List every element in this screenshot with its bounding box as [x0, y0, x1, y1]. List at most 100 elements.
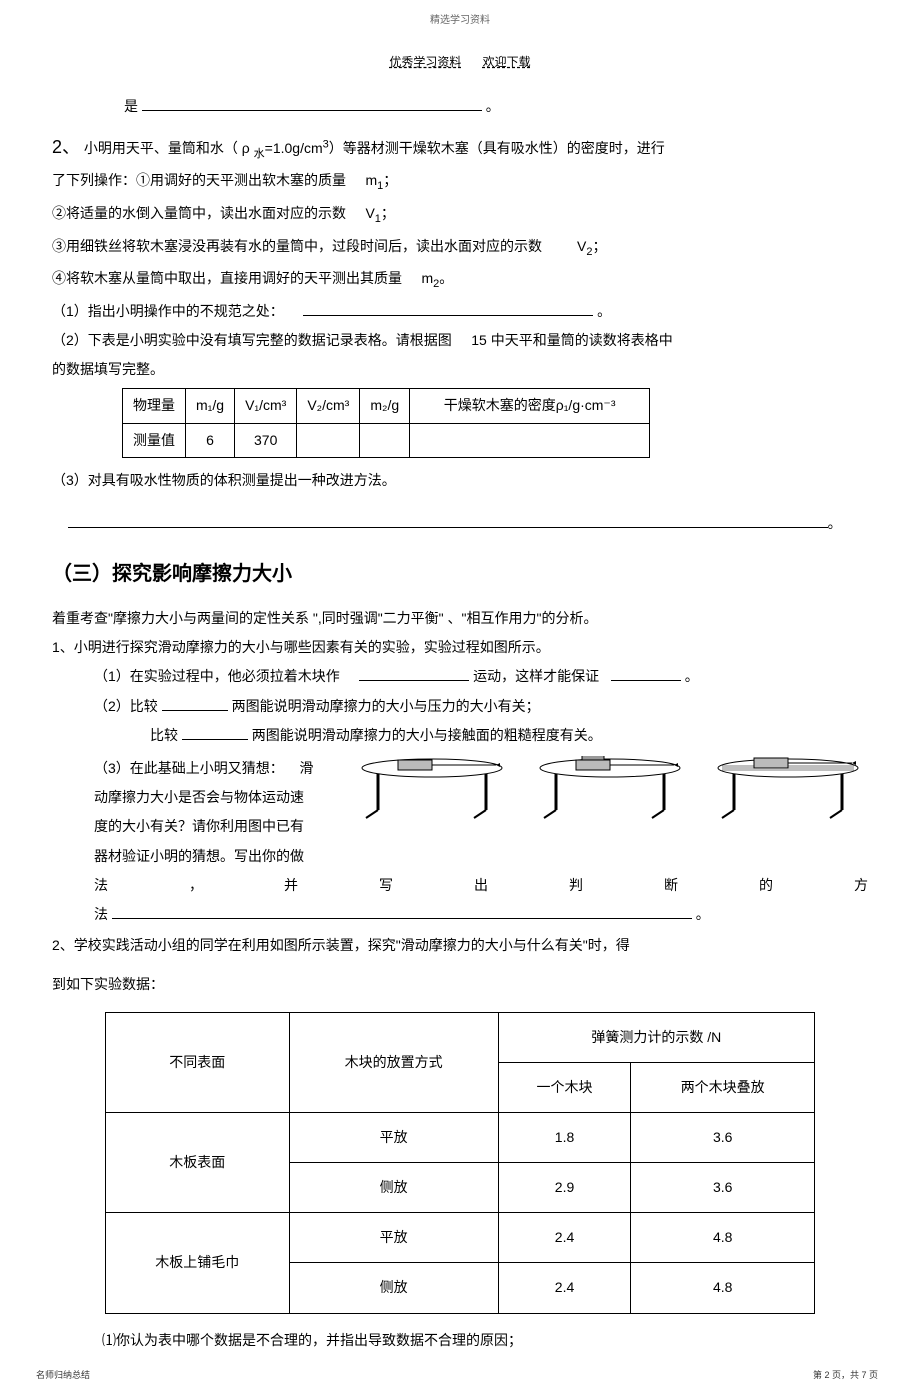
q2-part2a: （2）下表是小明实验中没有填写完整的数据记录表格。请根据图 15 中天平和量筒的… — [52, 328, 868, 353]
table-row: 木板表面 平放 1.8 3.6 — [106, 1112, 815, 1162]
th-two-blocks: 两个木块叠放 — [631, 1062, 815, 1112]
q3-2-sub1: ⑴你认为表中哪个数据是不合理的，并指出导致数据不合理的原因； — [52, 1328, 868, 1353]
blank-line — [303, 300, 593, 315]
table-row: 木板上铺毛巾 平放 2.4 4.8 — [106, 1213, 815, 1263]
doc-subheader-left: 优秀学习资料 — [389, 55, 461, 69]
q2-l1a: 小明用天平、量筒和水（ — [84, 140, 238, 156]
q3-1-p3b: 滑 — [299, 760, 313, 776]
q2-line3: ②将适量的水倒入量筒中，读出水面对应的示数 V1； — [52, 201, 868, 230]
blank-line — [142, 95, 482, 110]
td-r3d: 4.8 — [631, 1213, 815, 1263]
sp-6: 断 — [664, 873, 678, 898]
q2-l3a: ②将适量的水倒入量筒中，读出水面对应的示数 — [52, 205, 346, 221]
table-row: 物理量 m₁/g V₁/cm³ V₂/cm³ m₂/g 干燥软木塞的密度ρ₁/g… — [123, 389, 650, 423]
sp-7: 的 — [759, 873, 773, 898]
td-r1c: 1.8 — [498, 1112, 631, 1162]
blank-line — [162, 695, 228, 710]
th-5: 干燥软木塞的密度ρ₁/g·cm⁻³ — [410, 389, 650, 423]
q3-1-p2c: 比较 两图能说明滑动摩擦力的大小与接触面的粗糙程度有关。 — [52, 723, 868, 748]
th-placement: 木块的放置方式 — [289, 1012, 498, 1112]
q3-1-p2d: 两图能说明滑动摩擦力的大小与接触面的粗糙程度有关。 — [252, 727, 602, 743]
q3-1-p3-l4: 器材验证小明的猜想。写出你的做 — [94, 844, 868, 869]
q3-1-spread: 法 ， 并 写 出 判 断 的 方 — [52, 873, 868, 898]
td-r1b: 平放 — [289, 1112, 498, 1162]
table-diagram-c — [708, 756, 868, 820]
q3-1-p1: （1）在实验过程中，他必须拉着木块作 运动，这样才能保证 。 — [52, 664, 868, 689]
q2-line1: 2、 小明用天平、量筒和水（ ρ 水=1.0g/cm3）等器材测干燥软木塞（具有… — [52, 131, 868, 165]
q2-l1c: 水 — [254, 148, 265, 160]
q2-l2b: m — [365, 172, 377, 188]
blank-line — [182, 724, 248, 739]
q3-2-l1: 到如下实验数据： — [52, 972, 868, 997]
q3-1-p1c: 。 — [685, 668, 699, 684]
q2-line4: ③用细铁丝将软木塞浸没再装有水的量筒中，过段时间后，读出水面对应的示数 V2； — [52, 234, 868, 263]
q3-1-p1a: （1）在实验过程中，他必须拉着木块作 — [94, 668, 340, 684]
q2-l5b: m — [421, 270, 433, 286]
th-3: V₂/cm³ — [297, 389, 360, 423]
q2-l3d: ； — [381, 205, 395, 221]
q2-line2: 了下列操作：①用调好的天平测出软木塞的质量 m1； — [52, 168, 868, 197]
th-2: V₁/cm³ — [235, 389, 297, 423]
q2-l2d: ； — [383, 172, 397, 188]
q2-l1b: ρ — [242, 140, 254, 156]
td-r1d: 3.6 — [631, 1112, 815, 1162]
doc-subheader-right: 欢迎下载 — [483, 55, 531, 69]
table-diagram-b — [530, 756, 690, 820]
q2-part1: （1）指出小明操作中的不规范之处： 。 — [52, 299, 868, 324]
td-0: 测量值 — [123, 423, 186, 457]
td-r2b: 侧放 — [289, 1163, 498, 1213]
td-r4b: 侧放 — [289, 1263, 498, 1313]
q2-l4b: V — [577, 238, 586, 254]
q2-l1d: =1.0g/cm — [265, 140, 323, 156]
td-4 — [360, 423, 410, 457]
blank-line — [112, 904, 692, 919]
sp-1: ， — [189, 873, 203, 898]
th-one-block: 一个木块 — [498, 1062, 631, 1112]
q2-p1end: 。 — [597, 303, 611, 319]
tail-period: 。 — [486, 98, 500, 114]
sp-3: 写 — [379, 873, 393, 898]
q3-1-p2a-t: （2）比较 — [94, 698, 158, 714]
th-1: m₁/g — [186, 389, 235, 423]
q2-l4a: ③用细铁丝将软木塞浸没再装有水的量筒中，过段时间后，读出水面对应的示数 — [52, 238, 542, 254]
tail-prefix: 是 — [124, 98, 138, 114]
section-3-title: （三）探究影响摩擦力大小 — [52, 556, 868, 592]
q3-1-p2b: 两图能说明滑动摩擦力的大小与压力的大小有关； — [232, 698, 540, 714]
footer-right: 第 2 页，共 7 页 — [813, 1367, 878, 1383]
td-r2d: 3.6 — [631, 1163, 815, 1213]
q2-part3-blank: 。 — [52, 511, 868, 536]
td-towel: 木板上铺毛巾 — [106, 1213, 290, 1313]
td-r4d: 4.8 — [631, 1263, 815, 1313]
td-1: 6 — [186, 423, 235, 457]
q2-p1: （1）指出小明操作中的不规范之处： — [52, 303, 284, 319]
blank-line — [68, 512, 828, 527]
q2-p2b: 15 中天平和量筒的读数将表格中 — [471, 332, 672, 348]
q2-part3: （3）对具有吸水性物质的体积测量提出一种改进方法。 — [52, 468, 868, 493]
sp-5: 判 — [569, 873, 583, 898]
q3-1-p3h: 。 — [696, 906, 710, 922]
q2-number: 2、 — [52, 137, 80, 157]
q2-l4d: ； — [592, 238, 606, 254]
blank-line — [359, 666, 469, 681]
q2-part2b: 的数据填写完整。 — [52, 357, 868, 382]
td-r4c: 2.4 — [498, 1263, 631, 1313]
q2-l5a: ④将软木塞从量筒中取出，直接用调好的天平测出其质量 — [52, 270, 402, 286]
sp-0: 法 — [94, 873, 108, 898]
td-r3b: 平放 — [289, 1213, 498, 1263]
friction-data-table: 不同表面 木块的放置方式 弹簧测力计的示数 /N 一个木块 两个木块叠放 木板表… — [105, 1012, 815, 1314]
table-row: 测量值 6 370 — [123, 423, 650, 457]
q3-1-line0: 1、小明进行探究滑动摩擦力的大小与哪些因素有关的实验，实验过程如图所示。 — [52, 635, 868, 660]
th-4: m₂/g — [360, 389, 410, 423]
q2-l3b: V — [365, 205, 374, 221]
q3-1-p1b: 运动，这样才能保证 — [473, 668, 599, 684]
section-3-intro: 着重考查"摩擦力大小与两量间的定性关系 ",同时强调"二力平衡" 、"相互作用力… — [52, 606, 868, 631]
doc-topline: 精选学习资料 — [52, 12, 868, 30]
q2-p3: （3）对具有吸水性物质的体积测量提出一种改进方法。 — [52, 472, 396, 488]
q3-1-p3a: （3）在此基础上小明又猜想： — [94, 760, 284, 776]
prev-question-tail: 是 。 — [52, 94, 868, 119]
sp-8: 方 — [854, 873, 868, 898]
q2-l1f: ）等器材测干燥软木塞（具有吸水性）的密度时，进行 — [329, 140, 665, 156]
q2-line5: ④将软木塞从量筒中取出，直接用调好的天平测出其质量 m2。 — [52, 266, 868, 295]
td-3 — [297, 423, 360, 457]
td-5 — [410, 423, 650, 457]
